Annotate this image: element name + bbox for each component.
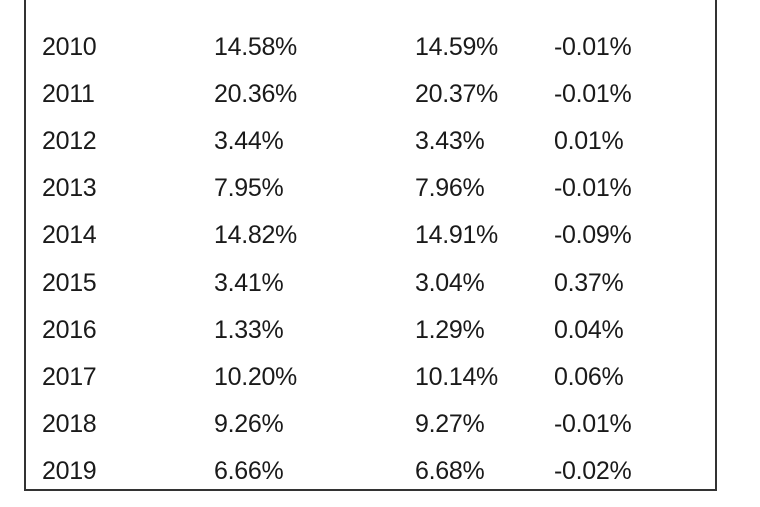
difference-cell: -0.01% — [554, 409, 632, 438]
value-cell: 9.26% — [214, 409, 284, 438]
table-border — [24, 0, 717, 491]
value-cell: 20.36% — [214, 80, 297, 109]
value-cell: 3.41% — [214, 268, 284, 297]
year-cell: 2015 — [42, 268, 97, 297]
value-cell: 1.29% — [415, 315, 485, 344]
difference-cell: -0.01% — [554, 174, 632, 203]
value-cell: 14.59% — [415, 33, 498, 61]
value-cell: 10.20% — [214, 362, 297, 391]
value-cell: 14.91% — [415, 221, 498, 250]
year-cell: 2011 — [42, 80, 95, 109]
year-cell: 2014 — [42, 221, 97, 250]
year-cell: 2019 — [42, 456, 97, 485]
value-cell: 20.37% — [415, 80, 498, 109]
difference-cell: 0.04% — [554, 315, 624, 344]
year-cell: 2017 — [42, 362, 97, 391]
value-cell: 14.82% — [214, 221, 297, 250]
difference-cell: 0.37% — [554, 268, 624, 297]
value-cell: 7.95% — [214, 174, 284, 203]
value-cell: 1.33% — [214, 315, 284, 344]
value-cell: 3.44% — [214, 127, 284, 156]
year-cell: 2013 — [42, 174, 97, 203]
difference-cell: -0.02% — [554, 456, 632, 485]
difference-cell: -0.09% — [554, 221, 632, 250]
value-cell: 3.43% — [415, 127, 485, 156]
year-cell: 2012 — [42, 127, 97, 156]
difference-cell: -0.01% — [554, 80, 632, 109]
year-cell: 2018 — [42, 409, 97, 438]
difference-cell: -0.01% — [554, 33, 632, 61]
value-cell: 6.66% — [214, 456, 284, 485]
year-cell: 2016 — [42, 315, 97, 344]
value-cell: 9.27% — [415, 409, 485, 438]
value-cell: 7.96% — [415, 174, 485, 203]
value-cell: 10.14% — [415, 362, 498, 391]
value-cell: 3.04% — [415, 268, 485, 297]
value-cell: 6.68% — [415, 456, 485, 485]
difference-cell: 0.01% — [554, 127, 624, 156]
difference-cell: 0.06% — [554, 362, 624, 391]
value-cell: 14.58% — [214, 33, 297, 61]
year-cell: 2010 — [42, 33, 97, 61]
